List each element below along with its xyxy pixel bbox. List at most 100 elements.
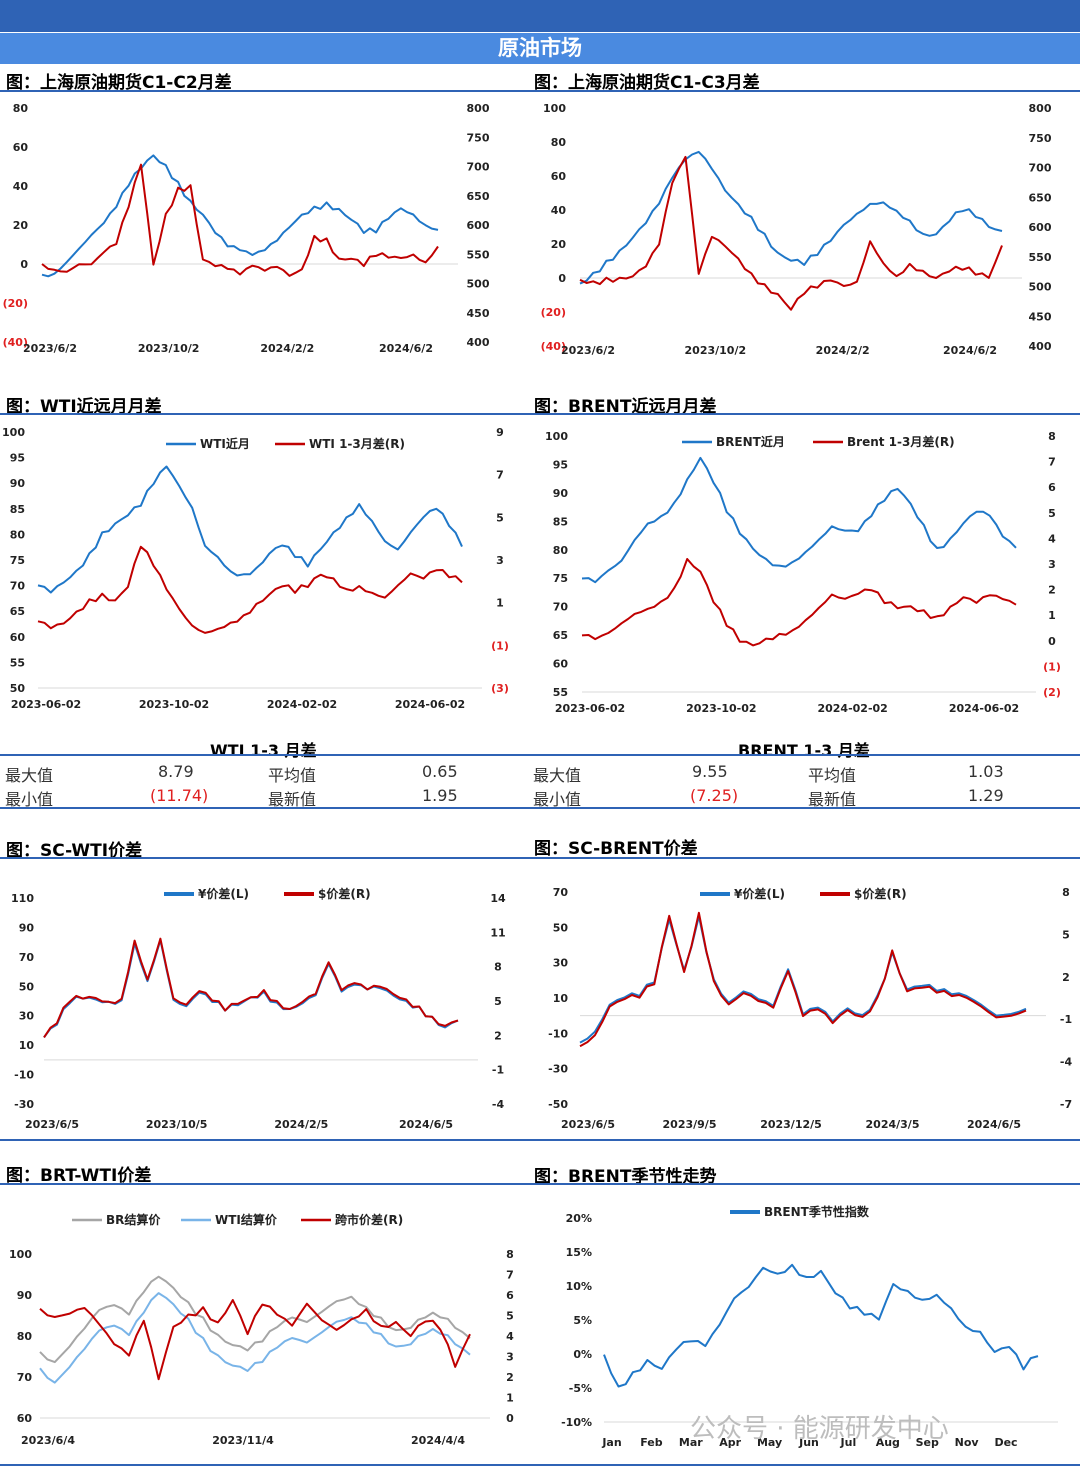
- y-left-tick-label: 95: [10, 452, 25, 465]
- x-tick-label: 2023-10-02: [139, 698, 209, 711]
- y-left-tick-label: 95: [553, 458, 568, 471]
- x-tick-label: 2024/6/5: [399, 1118, 453, 1131]
- x-tick-label: 2023/10/5: [146, 1118, 208, 1131]
- chart-sc-brent: 70 50 30 10 -10 -30 -50 8 5 2 -1 -4 -7 2023/6/5 2023/9…: [548, 886, 1072, 1131]
- y-right-tick-label: -4: [492, 1098, 505, 1111]
- y-left-tick-label: -30: [14, 1098, 34, 1111]
- y-left-tick-label: -30: [548, 1063, 568, 1076]
- y-left-tick-label: 30: [553, 957, 569, 970]
- legend-label: BRENT季节性指数: [764, 1204, 870, 1219]
- y-left-tick-label: 70: [10, 580, 26, 593]
- y-left-tick-label: 90: [17, 1289, 33, 1302]
- y-left-tick-label: 10%: [566, 1280, 592, 1293]
- x-tick-label: May: [757, 1436, 782, 1449]
- chart-sc-wti: 110 90 70 50 30 10 -10 -30 14 11 8 5 2 -1 -4 2023/6/5 20…: [11, 886, 506, 1131]
- legend-label: Brent 1-3月差(R): [847, 434, 955, 449]
- y-right-tick-label: 11: [490, 926, 505, 939]
- y-left-tick-label: 100: [2, 426, 25, 439]
- divider: [0, 807, 1080, 809]
- y-right-tick-label: 1: [506, 1392, 514, 1405]
- y-right-tick-label: 8: [1062, 886, 1070, 899]
- y-left-tick-label: 50: [19, 980, 35, 993]
- y-left-tick-label: -10%: [561, 1416, 592, 1429]
- y-left-tick-label: (20): [541, 306, 566, 319]
- wti-avg-label: 平均值: [268, 766, 317, 785]
- y-right-tick-label: 6: [1048, 481, 1056, 494]
- legend-label: WTI近月: [200, 436, 250, 451]
- series-line: [39, 1275, 471, 1364]
- y-right-tick-label: 14: [490, 892, 506, 905]
- y-left-tick-label: 0: [20, 258, 28, 271]
- legend-label: ¥价差(L): [198, 886, 249, 901]
- legend-label: $价差(R): [854, 886, 907, 901]
- x-tick-label: 2024-06-02: [949, 702, 1019, 715]
- y-right-tick-label: -1: [1060, 1013, 1072, 1026]
- y-left-tick-label: (40): [541, 340, 566, 353]
- y-left-tick-label: 10: [19, 1039, 35, 1052]
- y-left-tick-label: 55: [553, 686, 568, 699]
- y-right-tick-label: 7: [1048, 456, 1056, 469]
- chart-title-sc-wti: 图：SC-WTI价差: [6, 841, 143, 861]
- divider: [0, 754, 1080, 756]
- y-left-tick-label: 60: [13, 141, 29, 154]
- series-line: [581, 456, 1017, 584]
- y-right-tick-label: 3: [496, 554, 504, 567]
- y-left-tick-label: 80: [551, 136, 567, 149]
- y-left-tick-label: 90: [553, 487, 569, 500]
- y-left-tick-label: 65: [553, 629, 568, 642]
- divider: [0, 90, 1080, 92]
- x-tick-label: Feb: [640, 1436, 663, 1449]
- x-tick-label: Jun: [798, 1436, 819, 1449]
- y-right-tick-label: 2: [506, 1371, 514, 1384]
- y-right-tick-label: 0: [506, 1412, 514, 1425]
- y-left-tick-label: 100: [543, 102, 566, 115]
- brent-max-value: 9.55: [692, 762, 728, 781]
- y-left-tick-label: (20): [3, 297, 28, 310]
- x-tick-label: 2023/6/5: [561, 1118, 615, 1131]
- y-right-tick-label: 5: [1062, 928, 1070, 941]
- x-tick-label: 2023/12/5: [760, 1118, 822, 1131]
- legend-label: WTI 1-3月差(R): [309, 436, 405, 451]
- x-tick-label: Jan: [601, 1436, 621, 1449]
- series-line: [39, 1299, 471, 1381]
- y-right-tick-label: 7: [506, 1269, 514, 1282]
- y-left-tick-label: (40): [3, 336, 28, 349]
- series-line: [579, 911, 1027, 1048]
- stats-table: 最大值 8.79 平均值 0.65 最小值 (11.74) 最新值 1.95 最…: [0, 758, 1080, 809]
- chart-sc-c1c2: 80 60 40 20 0 (20) (40) 800 750 700 650 600 550 500 45…: [3, 102, 490, 355]
- series-line: [603, 1263, 1039, 1388]
- y-right-tick-label: 400: [1029, 340, 1052, 353]
- chart-brt-wti: 100 90 80 70 60 8 7 6 5 4 3 2 1 0 2023/6/4 2023/11/4 202…: [9, 1212, 514, 1447]
- section-header: 原油市场: [0, 33, 1080, 64]
- series-line: [41, 154, 439, 278]
- y-left-tick-label: 15%: [566, 1246, 592, 1259]
- divider: [0, 1139, 1080, 1141]
- y-right-tick-label: 5: [1048, 507, 1056, 520]
- y-left-tick-label: -10: [548, 1027, 568, 1040]
- wti-min-label: 最小值: [5, 790, 54, 809]
- y-right-tick-label: 400: [467, 336, 490, 349]
- y-right-tick-label: (3): [491, 682, 509, 695]
- y-right-tick-label: 4: [506, 1330, 514, 1343]
- chart-title-brent-seasonal: 图：BRENT季节性走势: [534, 1167, 717, 1187]
- divider: [0, 857, 1080, 859]
- y-right-tick-label: 800: [1029, 102, 1052, 115]
- wti-min-value: (11.74): [150, 786, 209, 805]
- y-left-tick-label: 20: [551, 238, 567, 251]
- x-tick-label: 2023/10/2: [685, 344, 747, 357]
- y-left-tick-label: 70: [19, 951, 35, 964]
- x-tick-label: Dec: [994, 1436, 1017, 1449]
- y-right-tick-label: 5: [496, 511, 504, 524]
- chart-brent-seasonal: 20% 15% 10% 5% 0% -5% -10% Jan Feb Mar Apr May Jun Ju…: [561, 1204, 1058, 1449]
- y-right-tick-label: 7: [496, 469, 504, 482]
- wti-latest-value: 1.95: [422, 786, 458, 805]
- series-line: [43, 937, 459, 1038]
- y-left-tick-label: 90: [10, 477, 26, 490]
- y-left-tick-label: 75: [553, 572, 568, 585]
- y-right-tick-label: 8: [494, 961, 502, 974]
- y-right-tick-label: (1): [1043, 660, 1061, 673]
- chart-wti-spread: 1009590858075706560555097531(1)(3)2023-0…: [2, 426, 509, 711]
- x-tick-label: 2023/11/4: [212, 1434, 274, 1447]
- y-right-tick-label: -7: [1060, 1098, 1072, 1111]
- y-left-tick-label: 40: [551, 204, 567, 217]
